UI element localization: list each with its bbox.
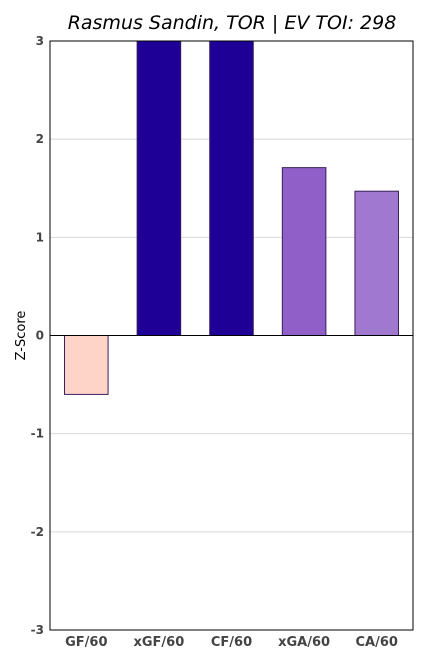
chart-title: Rasmus Sandin, TOR | EV TOI: 298 (68, 12, 397, 34)
y-tick-label: -3 (31, 623, 44, 637)
y-tick-label: 0 (36, 329, 44, 343)
x-tick-label: CF/60 (211, 635, 252, 650)
y-tick-label: -2 (31, 525, 44, 539)
y-tick-label: 1 (36, 230, 44, 244)
plot-area (49, 40, 414, 631)
y-tick-label: 2 (36, 132, 44, 146)
x-tick-label: GF/60 (65, 635, 107, 650)
y-tick-label: 3 (36, 34, 44, 48)
x-tick-label: xGF/60 (134, 635, 185, 650)
y-axis-label: Z-Score (14, 311, 29, 361)
bar (354, 190, 399, 336)
x-tick-label: CA/60 (355, 635, 397, 650)
y-axis-ticks: -3 -2 -1 0 1 2 3 (31, 34, 44, 637)
x-tick-label: xGA/60 (278, 635, 330, 650)
bars (64, 40, 399, 395)
x-axis-ticks: GF/60 xGF/60 CF/60 xGA/60 CA/60 (65, 635, 398, 650)
bar (64, 335, 109, 395)
bar (136, 40, 182, 336)
bar (281, 167, 327, 336)
bar (209, 40, 254, 336)
y-tick-label: -1 (31, 427, 44, 441)
